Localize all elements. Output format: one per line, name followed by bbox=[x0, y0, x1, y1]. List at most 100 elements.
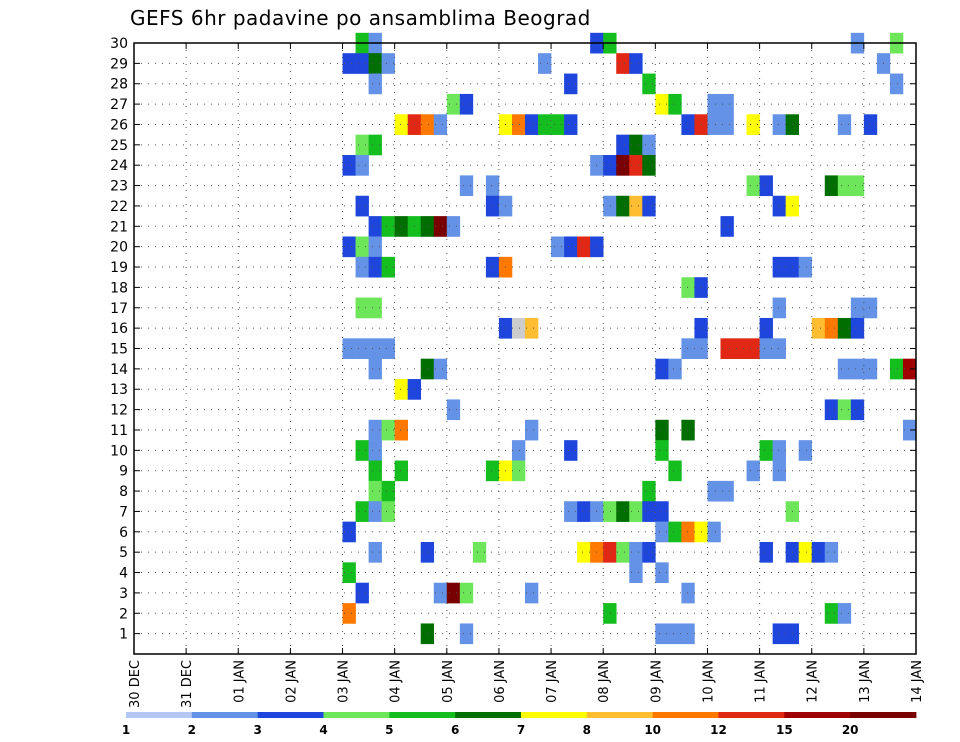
heatmap-cell bbox=[837, 114, 852, 135]
heatmap-cell bbox=[642, 501, 656, 522]
heatmap-cell bbox=[629, 195, 643, 217]
x-tick-label: 02 JAN bbox=[284, 660, 299, 703]
y-tick-label: 19 bbox=[110, 260, 128, 276]
heatmap-cell bbox=[485, 195, 500, 217]
y-tick-label: 27 bbox=[110, 97, 128, 113]
heatmap-cell bbox=[759, 338, 773, 359]
legend-swatch bbox=[850, 712, 917, 718]
heatmap-cell bbox=[368, 501, 382, 522]
heatmap-cell bbox=[355, 236, 369, 258]
heatmap-cell bbox=[342, 521, 356, 543]
heatmap-cell bbox=[355, 297, 369, 319]
heatmap-cell bbox=[420, 358, 435, 380]
heatmap-cell bbox=[485, 175, 500, 197]
heatmap-cell bbox=[564, 114, 578, 135]
y-tick-label: 13 bbox=[110, 382, 128, 398]
heatmap-cell bbox=[655, 93, 669, 115]
y-tick-label: 5 bbox=[119, 545, 128, 561]
legend-label: 5 bbox=[385, 723, 393, 737]
heatmap-cell bbox=[368, 541, 382, 563]
x-tick-label: 01 JAN bbox=[232, 660, 247, 703]
heatmap-cell bbox=[342, 562, 356, 584]
heatmap-cell bbox=[707, 480, 721, 502]
heatmap-cell bbox=[629, 541, 643, 563]
heatmap-cell bbox=[772, 195, 786, 217]
heatmap-cell bbox=[642, 195, 656, 217]
heatmap-cell bbox=[603, 155, 617, 176]
x-tick-label: 12 JAN bbox=[806, 660, 821, 703]
heatmap-cell bbox=[629, 501, 643, 522]
heatmap-cell bbox=[759, 175, 773, 197]
heatmap-cell bbox=[837, 603, 852, 624]
heatmap-cell bbox=[824, 317, 839, 339]
heatmap-cell bbox=[642, 541, 656, 563]
chart-title: GEFS 6hr padavine po ansamblima Beograd bbox=[130, 6, 591, 30]
heatmap-cell bbox=[603, 603, 617, 624]
heatmap-cell bbox=[511, 440, 526, 461]
heatmap-cell bbox=[707, 93, 721, 115]
heatmap-cell bbox=[420, 114, 435, 135]
heatmap-cell bbox=[655, 562, 669, 584]
heatmap-cell bbox=[824, 541, 839, 563]
heatmap-cell bbox=[746, 460, 760, 482]
legend: 1 2 3 4 5 6 7 8 10 12 15 20 bbox=[122, 712, 917, 737]
heatmap-cell bbox=[342, 155, 356, 176]
heatmap-cell bbox=[681, 582, 695, 604]
heatmap-cell bbox=[616, 53, 630, 74]
legend-label: 20 bbox=[842, 723, 859, 737]
y-tick-label: 28 bbox=[110, 77, 128, 93]
heatmap-cell bbox=[681, 277, 695, 298]
heatmap-cell bbox=[459, 175, 474, 197]
heatmap-cell bbox=[342, 53, 356, 74]
heatmap-cell bbox=[759, 317, 773, 339]
heatmap-cell bbox=[629, 134, 643, 156]
heatmap-cell bbox=[902, 419, 917, 441]
heatmap-cell bbox=[707, 521, 721, 543]
heatmap-cell bbox=[577, 236, 591, 258]
x-tick-label: 10 JAN bbox=[701, 660, 716, 703]
heatmap-cell bbox=[889, 73, 904, 95]
heatmap-cell bbox=[459, 93, 474, 115]
y-tick-label: 12 bbox=[110, 403, 128, 419]
heatmap-cell bbox=[616, 134, 630, 156]
heatmap-cell bbox=[446, 582, 461, 604]
legend-swatch bbox=[718, 712, 785, 718]
legend-label: 1 bbox=[122, 723, 130, 737]
heatmap-cell bbox=[485, 460, 500, 482]
heatmap-cell bbox=[668, 358, 682, 380]
legend-swatch bbox=[257, 712, 324, 718]
y-tick-label: 9 bbox=[119, 464, 128, 480]
heatmap-cell bbox=[863, 358, 878, 380]
heatmap-cell bbox=[381, 501, 395, 522]
x-tick-label: 06 JAN bbox=[493, 660, 508, 703]
heatmap-cell bbox=[746, 114, 760, 135]
heatmap-cell bbox=[368, 216, 382, 237]
heatmap-cell bbox=[772, 297, 786, 319]
heatmap-cell bbox=[433, 582, 448, 604]
heatmap-cell bbox=[837, 358, 852, 380]
heatmap-cell bbox=[420, 216, 435, 237]
y-tick-label: 11 bbox=[110, 423, 128, 439]
heatmap-cell bbox=[759, 440, 773, 461]
heatmap-cell bbox=[850, 297, 865, 319]
heatmap-cell bbox=[394, 216, 408, 237]
heatmap-cell bbox=[837, 399, 852, 421]
x-tick-label: 09 JAN bbox=[649, 660, 664, 703]
heatmap-cell bbox=[668, 623, 682, 645]
y-tick-label: 18 bbox=[110, 280, 128, 296]
y-tick-label: 29 bbox=[110, 56, 128, 72]
heatmap-cell bbox=[642, 155, 656, 176]
x-tick-label: 08 JAN bbox=[597, 660, 612, 703]
heatmap-cell bbox=[746, 338, 760, 359]
heatmap-cell bbox=[485, 256, 500, 278]
legend-label: 8 bbox=[583, 723, 591, 737]
heatmap-cell bbox=[394, 419, 408, 441]
y-tick-label: 3 bbox=[119, 586, 128, 602]
heatmap-cell bbox=[368, 419, 382, 441]
heatmap-cell bbox=[459, 582, 474, 604]
heatmap-cell bbox=[720, 93, 734, 115]
legend-label: 12 bbox=[710, 723, 727, 737]
x-axis: 30 DEC 31 DEC 01 JAN 02 JAN 03 JAN 04 JAN 05 J… bbox=[128, 43, 925, 708]
heatmap-cell bbox=[720, 480, 734, 502]
heatmap-cell bbox=[368, 440, 382, 461]
